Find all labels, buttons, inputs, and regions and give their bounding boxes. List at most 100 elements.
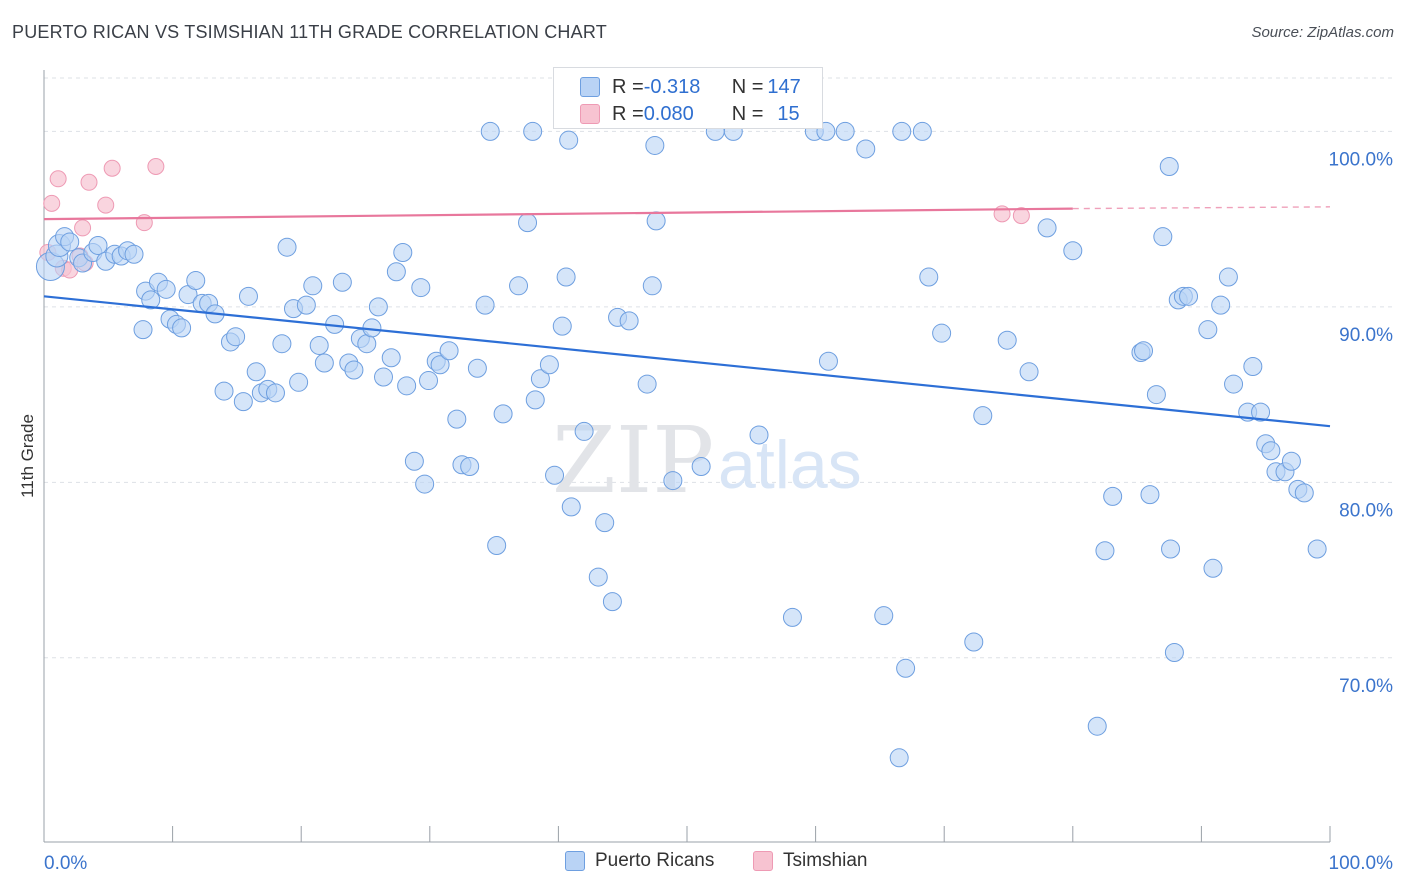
data-point-puerto-rican bbox=[1019, 362, 1039, 382]
data-point-puerto-rican bbox=[1211, 295, 1231, 315]
data-point-puerto-rican bbox=[874, 606, 894, 626]
data-point-puerto-rican bbox=[381, 348, 401, 368]
legend-row-tsimshian: R = 0.080 N = 15 bbox=[554, 101, 800, 127]
data-point-puerto-rican bbox=[1203, 558, 1223, 578]
legend-label: Tsimshian bbox=[783, 850, 868, 871]
legend-n-value: 147 bbox=[767, 75, 801, 98]
legend-label: Puerto Ricans bbox=[595, 850, 715, 871]
legend-r-value: -0.318 bbox=[643, 75, 701, 98]
data-point-puerto-rican bbox=[226, 327, 246, 347]
data-point-puerto-rican bbox=[530, 369, 550, 389]
data-point-puerto-rican bbox=[141, 290, 161, 310]
data-point-puerto-rican bbox=[973, 406, 993, 426]
data-point-puerto-rican bbox=[1281, 451, 1301, 471]
data-point-puerto-rican bbox=[997, 330, 1017, 350]
x-tick-labels: 0.0% 100.0% bbox=[44, 853, 1393, 874]
data-point-puerto-rican bbox=[912, 121, 932, 141]
data-point-puerto-rican bbox=[1140, 485, 1160, 505]
data-point-puerto-rican bbox=[919, 267, 939, 287]
y-axis-label: 11th Grade bbox=[18, 414, 37, 498]
data-point-puerto-rican bbox=[487, 535, 507, 555]
data-point-puerto-rican bbox=[419, 371, 439, 391]
data-point-puerto-rican bbox=[303, 276, 323, 296]
chart-title: PUERTO RICAN VS TSIMSHIAN 11TH GRADE COR… bbox=[12, 22, 607, 42]
data-point-tsimshian bbox=[43, 194, 61, 212]
legend-swatch-pink bbox=[580, 104, 600, 124]
data-point-puerto-rican bbox=[386, 262, 406, 282]
data-point-puerto-rican bbox=[1164, 643, 1184, 663]
legend-swatch-blue bbox=[565, 851, 585, 871]
data-point-puerto-rican bbox=[1087, 716, 1107, 736]
data-point-puerto-rican bbox=[545, 465, 565, 485]
legend-n-label: N = bbox=[731, 75, 764, 98]
y-tick-label: 80.0% bbox=[1339, 500, 1393, 521]
data-point-puerto-rican bbox=[642, 276, 662, 296]
data-point-puerto-rican bbox=[272, 334, 292, 354]
data-point-puerto-rican bbox=[415, 474, 435, 494]
data-point-puerto-rican bbox=[1224, 374, 1244, 394]
data-point-puerto-rican bbox=[124, 244, 144, 264]
data-point-puerto-rican bbox=[246, 362, 266, 382]
data-point-puerto-rican bbox=[314, 353, 334, 373]
data-point-puerto-rican bbox=[691, 457, 711, 477]
data-point-puerto-rican bbox=[856, 139, 876, 159]
data-point-puerto-rican bbox=[133, 320, 153, 340]
data-point-puerto-rican bbox=[265, 383, 285, 403]
legend-n-label: N = bbox=[731, 102, 764, 125]
data-point-puerto-rican bbox=[289, 372, 309, 392]
data-point-tsimshian bbox=[80, 173, 98, 191]
y-tick-label: 90.0% bbox=[1339, 325, 1393, 346]
data-point-puerto-rican bbox=[749, 425, 769, 445]
data-point-puerto-rican bbox=[646, 211, 666, 231]
data-point-puerto-rican bbox=[447, 409, 467, 429]
data-point-puerto-rican bbox=[475, 295, 495, 315]
data-point-puerto-rican bbox=[595, 513, 615, 533]
legend-r-label: R = bbox=[612, 102, 644, 125]
data-point-puerto-rican bbox=[561, 497, 581, 517]
legend-r-label: R = bbox=[612, 75, 644, 98]
data-point-puerto-rican bbox=[60, 232, 80, 252]
data-point-puerto-rican bbox=[574, 421, 594, 441]
data-point-puerto-rican bbox=[1261, 441, 1281, 461]
data-point-puerto-rican bbox=[663, 471, 683, 491]
data-point-puerto-rican bbox=[1179, 286, 1199, 306]
data-point-puerto-rican bbox=[368, 297, 388, 317]
watermark-zip: ZIP bbox=[552, 407, 714, 514]
data-point-puerto-rican bbox=[411, 278, 431, 298]
data-point-puerto-rican bbox=[556, 267, 576, 287]
data-point-puerto-rican bbox=[964, 632, 984, 652]
data-point-puerto-rican bbox=[539, 355, 559, 375]
data-point-puerto-rican bbox=[559, 130, 579, 150]
data-point-puerto-rican bbox=[397, 376, 417, 396]
data-point-puerto-rican bbox=[619, 311, 639, 331]
legend-item-tsimshian[interactable]: Tsimshian bbox=[753, 850, 867, 872]
legend-swatch-blue bbox=[580, 77, 600, 97]
data-point-puerto-rican bbox=[172, 318, 192, 338]
data-point-puerto-rican bbox=[889, 748, 909, 768]
data-point-puerto-rican bbox=[782, 607, 802, 627]
data-point-puerto-rican bbox=[1198, 320, 1218, 340]
legend-swatch-pink bbox=[753, 851, 773, 871]
y-tick-label: 70.0% bbox=[1339, 676, 1393, 697]
y-tick-labels: 70.0% 80.0% 90.0% 100.0% bbox=[1329, 149, 1394, 696]
data-point-puerto-rican bbox=[1037, 218, 1057, 238]
data-point-puerto-rican bbox=[277, 237, 297, 257]
data-point-puerto-rican bbox=[233, 392, 253, 412]
stats-legend: R = -0.318 N = 147 R = 0.080 N = 15 bbox=[553, 67, 823, 129]
data-point-puerto-rican bbox=[460, 457, 480, 477]
data-point-puerto-rican bbox=[332, 272, 352, 292]
data-point-puerto-rican bbox=[374, 367, 394, 387]
data-point-puerto-rican bbox=[430, 355, 450, 375]
data-point-tsimshian bbox=[1012, 207, 1030, 225]
data-point-puerto-rican bbox=[1251, 402, 1271, 422]
data-point-puerto-rican bbox=[523, 121, 543, 141]
legend-item-puerto-ricans[interactable]: Puerto Ricans bbox=[565, 850, 714, 872]
data-point-puerto-rican bbox=[892, 121, 912, 141]
data-point-puerto-rican bbox=[156, 279, 176, 299]
data-point-puerto-rican bbox=[214, 381, 234, 401]
legend-row-puerto-ricans: R = -0.318 N = 147 bbox=[554, 74, 801, 100]
trend-line-tsimshian-extension bbox=[1072, 206, 1331, 210]
data-point-puerto-rican bbox=[404, 451, 424, 471]
data-point-puerto-rican bbox=[480, 121, 500, 141]
